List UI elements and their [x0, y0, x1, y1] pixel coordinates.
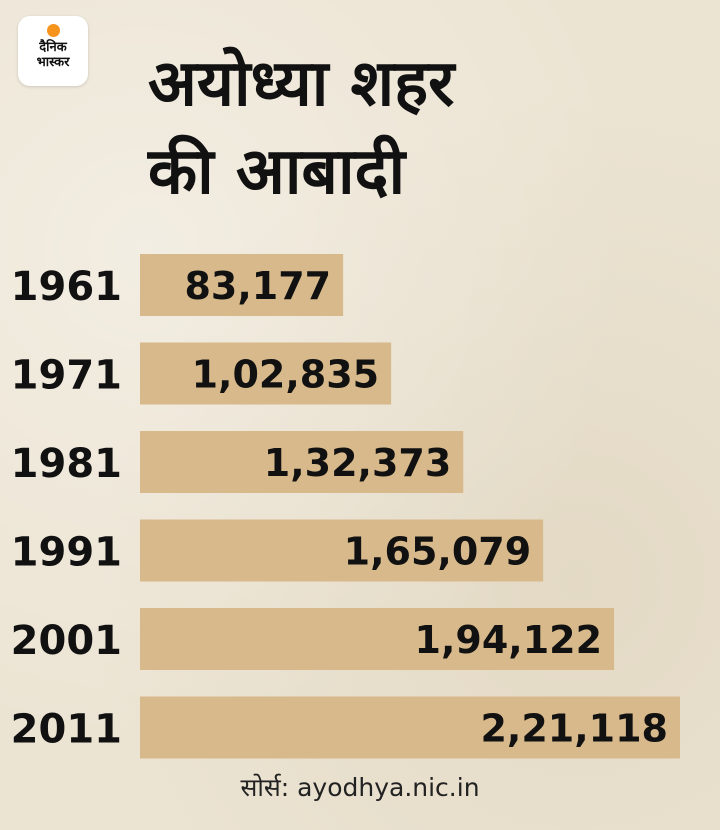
category-label: 1981	[11, 441, 122, 487]
bar-group: 2001 1,94,122	[11, 608, 615, 670]
category-label: 1961	[11, 264, 122, 310]
source-note: सोर्स: ayodhya.nic.in	[240, 773, 480, 802]
sun-icon	[47, 24, 60, 37]
bar-group: 1961 83,177	[11, 254, 344, 316]
bar	[140, 342, 392, 405]
value-label: 2,21,118	[480, 707, 668, 751]
logo-line1: दैनिक	[39, 40, 67, 55]
bar	[140, 254, 344, 316]
chart-title: अयोध्या शहर की आबादी	[148, 40, 454, 216]
logo-text: दैनिक भास्कर	[18, 40, 88, 70]
value-label: 1,94,122	[415, 618, 603, 662]
logo-line2: भास्कर	[36, 55, 70, 70]
chart-title-line1: अयोध्या शहर	[148, 47, 455, 121]
category-label: 1991	[11, 530, 122, 576]
bar	[140, 696, 680, 759]
bar-group: 1971 1,02,835	[11, 342, 392, 405]
bar-group: 1981 1,32,373	[11, 431, 464, 493]
bar-group: 2011 2,21,118	[11, 696, 680, 759]
value-label: 83,177	[184, 264, 331, 308]
value-label: 1,65,079	[344, 530, 532, 574]
value-label: 1,32,373	[264, 441, 452, 485]
bar	[140, 519, 544, 582]
chart-title-line2: की आबादी	[148, 135, 406, 209]
category-label: 2011	[11, 707, 122, 753]
category-label: 2001	[11, 618, 122, 664]
value-label: 1,02,835	[192, 353, 380, 397]
category-label: 1971	[11, 353, 122, 399]
bar	[140, 608, 615, 670]
bar	[140, 431, 464, 493]
brand-logo: दैनिक भास्कर	[18, 16, 88, 86]
bar-group: 1991 1,65,079	[11, 519, 544, 582]
